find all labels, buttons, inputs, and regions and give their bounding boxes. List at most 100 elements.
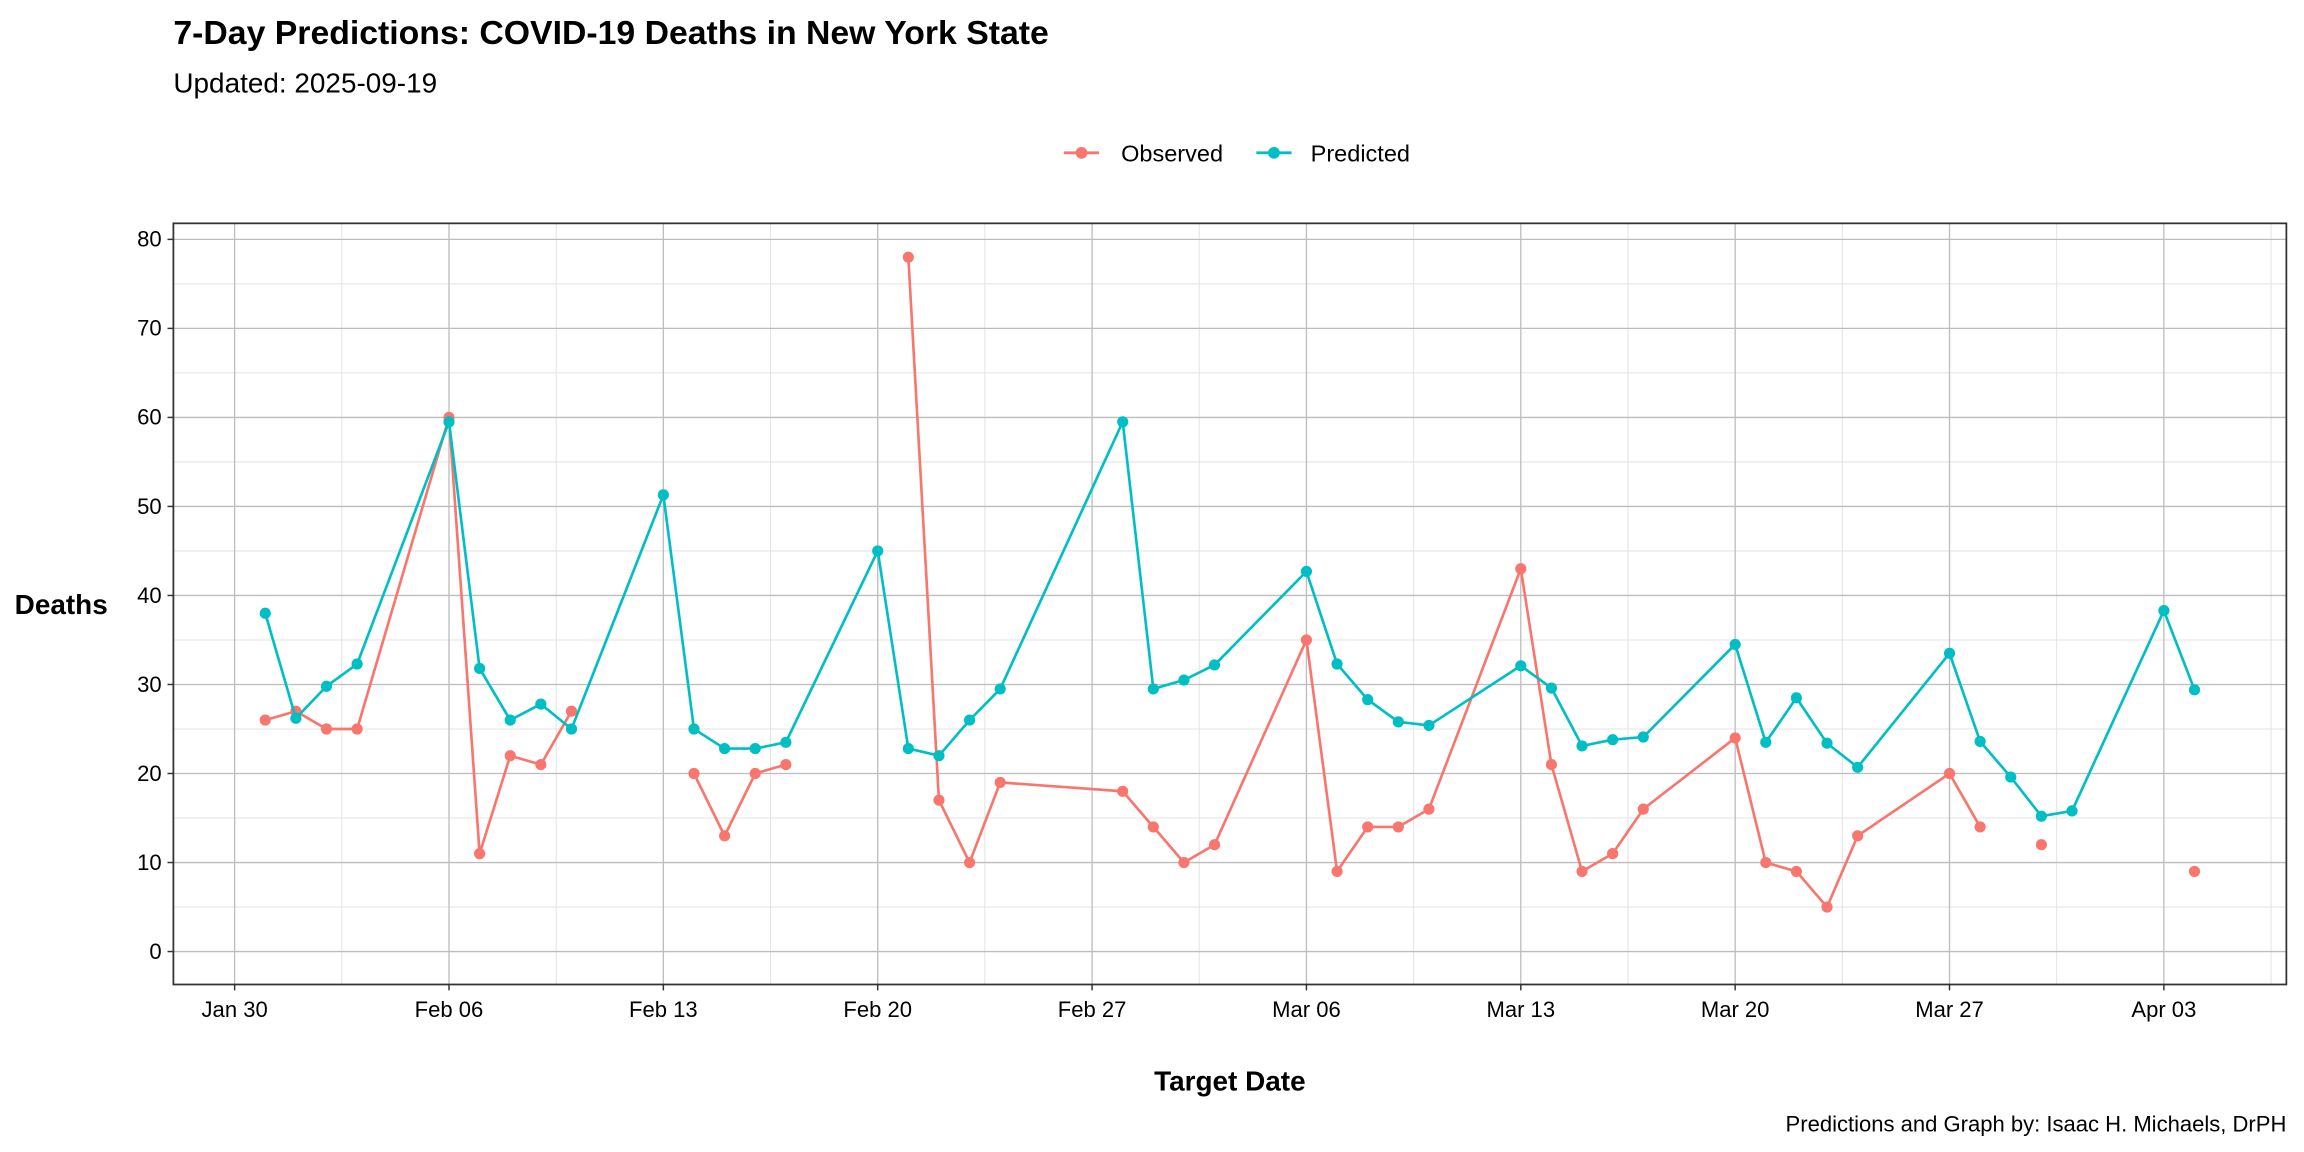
- legend-predicted-label: Predicted: [1311, 141, 1410, 167]
- observed-point: [719, 830, 731, 842]
- predicted-point: [1331, 658, 1343, 670]
- x-tick-label: Feb 27: [1058, 997, 1127, 1022]
- predicted-point: [1852, 761, 1864, 773]
- y-tick-label: 50: [137, 494, 162, 519]
- y-tick-label: 40: [137, 583, 162, 608]
- predicted-point: [1974, 735, 1986, 748]
- predicted-point: [933, 750, 945, 762]
- y-axis: 0 10 20 30 40 50 60 70 80: [137, 227, 174, 964]
- predicted-point: [1607, 734, 1619, 746]
- observed-point: [1760, 856, 1772, 869]
- y-axis-label: Deaths: [15, 589, 108, 620]
- predicted-point: [2066, 805, 2078, 817]
- observed-point: [565, 705, 578, 717]
- gridlines: [173, 223, 2287, 985]
- series-layer: [259, 251, 2201, 913]
- y-tick-label: 10: [137, 850, 162, 875]
- observed-point: [1974, 821, 1986, 833]
- observed-point: [1852, 830, 1864, 842]
- x-axis-label: Target Date: [1154, 1065, 1305, 1096]
- predicted-point: [749, 742, 761, 755]
- y-tick-label: 70: [137, 316, 162, 341]
- x-tick-label: Feb 13: [629, 997, 698, 1022]
- x-tick-label: Feb 20: [843, 997, 912, 1022]
- chart-title: 7-Day Predictions: COVID-19 Deaths in Ne…: [173, 14, 1048, 52]
- predicted-point: [504, 714, 516, 726]
- observed-point: [1392, 821, 1404, 833]
- observed-point: [1729, 732, 1741, 744]
- predicted-point: [1147, 683, 1159, 695]
- observed-point: [1208, 839, 1221, 851]
- predicted-point: [1545, 682, 1558, 694]
- observed-point: [1331, 865, 1343, 878]
- observed-point: [1178, 856, 1190, 869]
- y-tick-label: 60: [137, 405, 162, 430]
- observed-point: [320, 723, 333, 735]
- observed-point: [1821, 901, 1833, 913]
- predicted-point: [2188, 684, 2201, 696]
- observed-point: [535, 759, 547, 771]
- observed-point: [1362, 821, 1374, 833]
- predicted-point: [1729, 638, 1741, 651]
- plot-background: [173, 223, 2287, 985]
- y-tick-label: 0: [149, 939, 161, 964]
- observed-point: [688, 767, 700, 780]
- observed-point: [1790, 865, 1802, 878]
- legend: Observed Predicted: [1063, 141, 1410, 167]
- predicted-point: [1821, 737, 1833, 749]
- predicted-point: [1943, 647, 1956, 659]
- observed-point: [933, 794, 945, 806]
- predicted-point: [719, 742, 731, 755]
- predicted-point: [259, 607, 271, 619]
- predicted-point: [872, 545, 884, 557]
- x-tick-label: Mar 06: [1272, 997, 1341, 1022]
- predicted-point: [1423, 719, 1435, 732]
- chart-subtitle: Updated: 2025-09-19: [173, 68, 437, 99]
- predicted-point: [2158, 605, 2170, 617]
- predicted-point: [994, 683, 1006, 695]
- predicted-point: [1790, 692, 1802, 704]
- y-tick-label: 20: [137, 761, 162, 786]
- predicted-point: [688, 723, 700, 735]
- predicted-point: [474, 662, 486, 675]
- observed-point: [1117, 785, 1129, 797]
- y-tick-label: 30: [137, 672, 162, 697]
- observed-point: [2188, 865, 2201, 878]
- observed-point: [994, 776, 1006, 788]
- chart-caption: Predictions and Graph by: Isaac H. Micha…: [1786, 1111, 2287, 1136]
- observed-point: [963, 856, 976, 869]
- observed-point: [902, 251, 914, 263]
- observed-point: [2035, 839, 2047, 851]
- observed-point: [259, 714, 271, 726]
- x-tick-label: Mar 13: [1487, 997, 1556, 1022]
- predicted-point: [1637, 731, 1649, 743]
- legend-predicted-marker: [1268, 146, 1280, 159]
- observed-point: [780, 759, 792, 771]
- predicted-point: [2005, 771, 2017, 783]
- predicted-point: [902, 742, 914, 755]
- observed-point: [1423, 803, 1435, 815]
- observed-point: [474, 848, 486, 860]
- observed-point: [504, 750, 516, 762]
- predicted-point: [657, 489, 669, 501]
- predicted-point: [565, 723, 578, 735]
- x-tick-label: Feb 06: [415, 997, 484, 1022]
- x-axis: Jan 30 Feb 06 Feb 13 Feb 20 Feb 27 Mar 06 Mar …: [202, 984, 2196, 1022]
- predicted-point: [963, 714, 976, 726]
- predicted-point: [1208, 659, 1221, 671]
- predicted-point: [1300, 565, 1313, 578]
- observed-point: [1943, 767, 1956, 780]
- predicted-point: [1117, 416, 1129, 428]
- predicted-point: [351, 658, 363, 670]
- x-tick-label: Mar 27: [1915, 997, 1984, 1022]
- predicted-point: [443, 416, 455, 428]
- predicted-point: [1178, 674, 1190, 686]
- observed-point: [1637, 803, 1649, 815]
- legend-observed-marker: [1075, 146, 1088, 159]
- plot-border: [172, 222, 2288, 986]
- x-tick-label: Jan 30: [202, 997, 268, 1022]
- observed-point: [1576, 865, 1588, 878]
- legend-observed-label: Observed: [1121, 141, 1223, 167]
- observed-point: [1607, 848, 1619, 860]
- observed-point: [1147, 821, 1159, 833]
